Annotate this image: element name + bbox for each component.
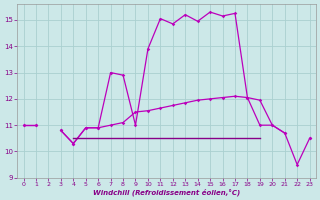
X-axis label: Windchill (Refroidissement éolien,°C): Windchill (Refroidissement éolien,°C) [93, 188, 240, 196]
